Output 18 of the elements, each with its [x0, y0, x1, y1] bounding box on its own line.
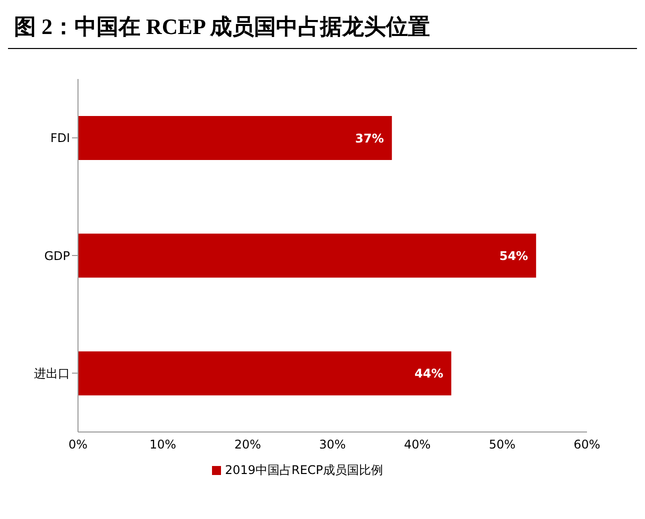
data-label: 44%: [414, 366, 444, 381]
bar: [78, 116, 392, 160]
x-tick-label: 50%: [488, 438, 516, 452]
x-tick-label: 30%: [319, 438, 346, 452]
x-tick-label: 10%: [149, 438, 176, 452]
data-label: 37%: [355, 131, 384, 146]
x-tick-label: 40%: [404, 438, 431, 452]
x-tick-label: 20%: [234, 438, 262, 452]
bar: [78, 351, 452, 396]
y-tick-label: GDP: [44, 248, 70, 263]
y-tick-label: 进出口: [34, 366, 70, 380]
x-tick-label: 60%: [574, 438, 600, 452]
chart-title: 图 2：中国在 RCEP 成员国中占据龙头位置: [8, 8, 637, 49]
bar: [78, 234, 536, 278]
y-tick-label: FDI: [50, 131, 70, 146]
data-label: 54%: [499, 248, 528, 263]
x-tick-label: 0%: [68, 438, 88, 452]
legend-label: 2019中国占RECP成员国比例: [224, 463, 384, 477]
